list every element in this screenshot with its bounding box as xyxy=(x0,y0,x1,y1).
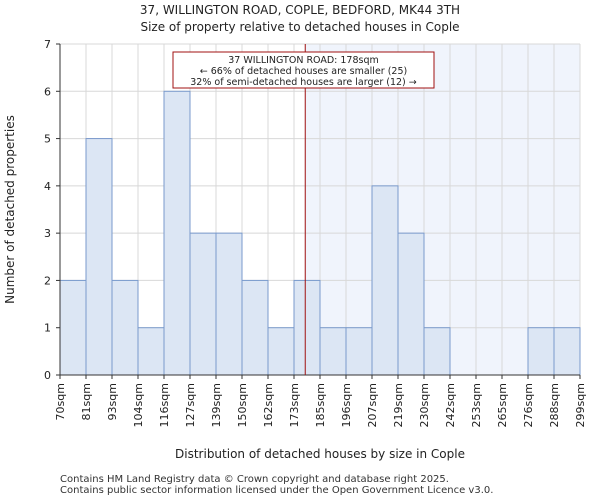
chart-title: 37, WILLINGTON ROAD, COPLE, BEDFORD, MK4… xyxy=(139,3,461,17)
x-tick-label: 81sqm xyxy=(80,383,93,420)
annotation-text: ← 66% of detached houses are smaller (25… xyxy=(200,66,407,77)
annotation-text: 32% of semi-detached houses are larger (… xyxy=(190,77,417,88)
y-tick-label: 5 xyxy=(44,133,51,146)
x-tick-label: 196sqm xyxy=(340,383,353,427)
x-tick-label: 276sqm xyxy=(522,383,535,427)
histogram-bar xyxy=(553,327,581,376)
highlight-region xyxy=(305,44,580,375)
y-tick-label: 0 xyxy=(44,369,51,382)
x-tick-label: 265sqm xyxy=(496,383,509,427)
copyright-notice: Contains HM Land Registry data © Crown c… xyxy=(60,474,449,485)
x-tick-label: 185sqm xyxy=(314,383,327,427)
x-tick-label: 219sqm xyxy=(392,383,405,427)
y-tick-label: 7 xyxy=(44,38,51,51)
y-tick-label: 2 xyxy=(44,274,51,287)
y-tick-label: 1 xyxy=(44,322,51,335)
histogram-bar xyxy=(423,327,451,376)
x-tick-label: 104sqm xyxy=(132,383,145,427)
y-tick-label: 6 xyxy=(44,85,51,98)
x-tick-label: 70sqm xyxy=(54,383,67,420)
licence-notice: Contains public sector information licen… xyxy=(60,485,494,496)
x-tick-label: 127sqm xyxy=(184,383,197,427)
histogram-bar xyxy=(189,232,217,376)
histogram-bar xyxy=(319,327,347,376)
x-axis-label: Distribution of detached houses by size … xyxy=(175,447,465,461)
histogram-bar xyxy=(397,232,425,376)
x-tick-label: 93sqm xyxy=(106,383,119,420)
histogram-bar xyxy=(85,138,113,376)
x-tick-label: 162sqm xyxy=(262,383,275,427)
histogram-bar xyxy=(215,232,243,376)
histogram-bar xyxy=(137,327,165,376)
x-tick-label: 288sqm xyxy=(548,383,561,427)
histogram-bar xyxy=(59,279,87,376)
y-axis-label: Number of detached properties xyxy=(3,115,17,304)
x-tick-label: 207sqm xyxy=(366,383,379,427)
y-tick-label: 4 xyxy=(44,180,51,193)
x-tick-label: 299sqm xyxy=(574,383,587,427)
histogram-bar xyxy=(527,327,555,376)
annotation-text: 37 WILLINGTON ROAD: 178sqm xyxy=(228,55,379,66)
x-tick-label: 173sqm xyxy=(288,383,301,427)
x-tick-label: 242sqm xyxy=(444,383,457,427)
histogram-bar xyxy=(293,279,321,376)
y-tick-label: 3 xyxy=(44,227,51,240)
chart-subtitle: Size of property relative to detached ho… xyxy=(140,20,460,34)
histogram-bar xyxy=(111,279,139,376)
histogram-bar xyxy=(267,327,295,376)
x-tick-label: 139sqm xyxy=(210,383,223,427)
x-tick-label: 253sqm xyxy=(470,383,483,427)
x-tick-label: 230sqm xyxy=(418,383,431,427)
histogram-bar xyxy=(345,327,373,376)
x-tick-label: 116sqm xyxy=(158,383,171,427)
annotation-box xyxy=(172,51,435,89)
histogram-bar xyxy=(371,185,399,376)
histogram-bar xyxy=(241,279,269,376)
histogram-bar xyxy=(163,90,191,376)
x-tick-label: 150sqm xyxy=(236,383,249,427)
